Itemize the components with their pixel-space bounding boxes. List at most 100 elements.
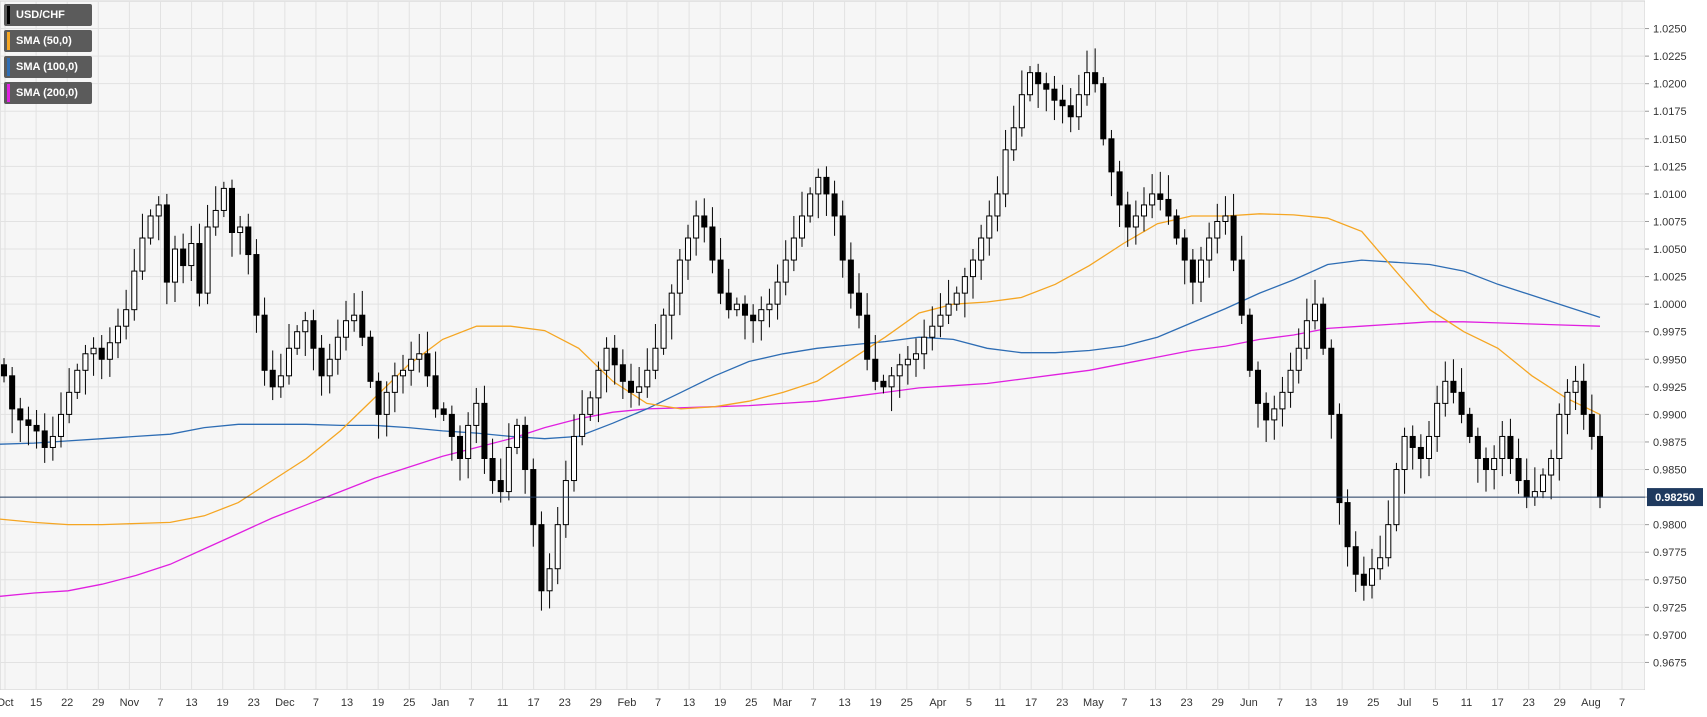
candle-down (701, 215, 708, 228)
candle-down (1523, 480, 1530, 498)
y-tick-label: 0.9700 (1653, 630, 1687, 642)
candle-down (180, 248, 187, 267)
x-tick-label: 7 (1619, 697, 1625, 709)
candle-up (986, 215, 993, 239)
candle-up (766, 303, 773, 311)
legend-item-sma200[interactable]: SMA (200,0) (4, 82, 92, 104)
candle-down (522, 424, 529, 471)
y-tick-label: 0.9850 (1653, 465, 1687, 477)
x-tick-label: Jul (1397, 697, 1411, 709)
candle-up (636, 386, 643, 393)
legend-item-usdchf[interactable]: USD/CHF (4, 4, 92, 26)
candle-up (473, 402, 480, 426)
candle-up (603, 347, 610, 371)
candle-up (1311, 303, 1319, 322)
candle-down (1173, 215, 1180, 239)
x-tick-label: Oct (0, 697, 14, 709)
candle-up (391, 375, 398, 393)
x-tick-label: 19 (217, 697, 229, 709)
x-tick-label: 19 (870, 697, 882, 709)
legend-item-sma100[interactable]: SMA (100,0) (4, 56, 92, 78)
candle-down (448, 413, 455, 437)
candle-up (904, 358, 911, 366)
candle-down (269, 369, 276, 388)
y-tick-label: 1.0150 (1653, 134, 1687, 146)
y-tick-label: 0.9775 (1653, 547, 1687, 559)
candle-up (1539, 474, 1547, 493)
x-tick-label: May (1083, 697, 1104, 709)
candle-up (188, 243, 195, 267)
candle-down (1458, 391, 1465, 415)
y-tick-label: 1.0025 (1653, 272, 1687, 284)
candle-up (969, 259, 977, 278)
candle-up (961, 276, 968, 294)
x-tick-label: 15 (30, 697, 42, 709)
candle-down (1165, 198, 1172, 217)
candle-down (619, 364, 626, 382)
candle-up (147, 215, 154, 239)
x-tick-label: 7 (313, 697, 319, 709)
x-tick-label: 7 (157, 697, 163, 709)
candle-up (416, 353, 423, 360)
candle-up (1287, 369, 1294, 393)
candle-down (1254, 369, 1262, 404)
candle-up (66, 391, 73, 415)
candle-down (1092, 72, 1099, 85)
candle-down (725, 292, 732, 311)
candle-up (155, 204, 162, 217)
candle-down (1238, 259, 1245, 316)
candle-down (9, 375, 16, 410)
candle-down (1417, 446, 1424, 459)
candle-down (1157, 193, 1164, 200)
y-tick-label: 0.9750 (1653, 575, 1687, 587)
x-tick-label: 29 (590, 697, 602, 709)
candle-down (359, 314, 366, 338)
x-tick-label: 22 (61, 697, 73, 709)
candle-down (1588, 413, 1595, 437)
candle-up (562, 480, 569, 526)
x-tick-label: 7 (810, 697, 816, 709)
candle-down (261, 314, 268, 371)
legend-item-sma50[interactable]: SMA (50,0) (4, 30, 92, 52)
candle-up (1491, 457, 1498, 471)
candle-up (994, 193, 1001, 217)
candle-up (1531, 491, 1538, 498)
x-tick-label: 19 (372, 697, 384, 709)
y-tick-label: 1.0050 (1653, 244, 1687, 256)
candle-up (1010, 127, 1017, 151)
x-tick-label: 29 (92, 697, 104, 709)
candle-down (310, 320, 317, 349)
candle-down (1100, 83, 1107, 140)
y-tick-label: 1.0200 (1653, 79, 1687, 91)
x-tick-label: Apr (929, 697, 946, 709)
candle-up (171, 248, 179, 283)
y-tick-label: 1.0250 (1653, 24, 1687, 36)
candle-up (334, 336, 341, 360)
candle-down (1246, 314, 1253, 371)
candle-up (921, 336, 928, 355)
candle-down (489, 457, 496, 482)
y-axis-panel (1645, 0, 1707, 712)
candle-down (872, 358, 879, 382)
candle-up (953, 292, 960, 305)
candle-down (1124, 204, 1131, 228)
x-tick-label: 25 (1367, 697, 1379, 709)
current-price-label: 0.98250 (1655, 492, 1695, 504)
candle-up (90, 347, 97, 355)
candle-up (774, 281, 781, 305)
candle-up (465, 424, 472, 459)
x-tick-label: 13 (1305, 697, 1317, 709)
plot-area (0, 0, 1646, 691)
candle-down (750, 314, 757, 322)
legend-swatch-sma50 (7, 32, 10, 50)
x-tick-label: 7 (1121, 697, 1127, 709)
candle-down (440, 408, 447, 415)
x-tick-label: Jun (1240, 697, 1258, 709)
candle-up (204, 226, 211, 294)
x-tick-label: Nov (120, 697, 140, 709)
x-tick-label: 13 (838, 697, 850, 709)
candle-up (82, 353, 89, 371)
candle-up (1075, 94, 1082, 118)
candle-up (929, 325, 936, 338)
